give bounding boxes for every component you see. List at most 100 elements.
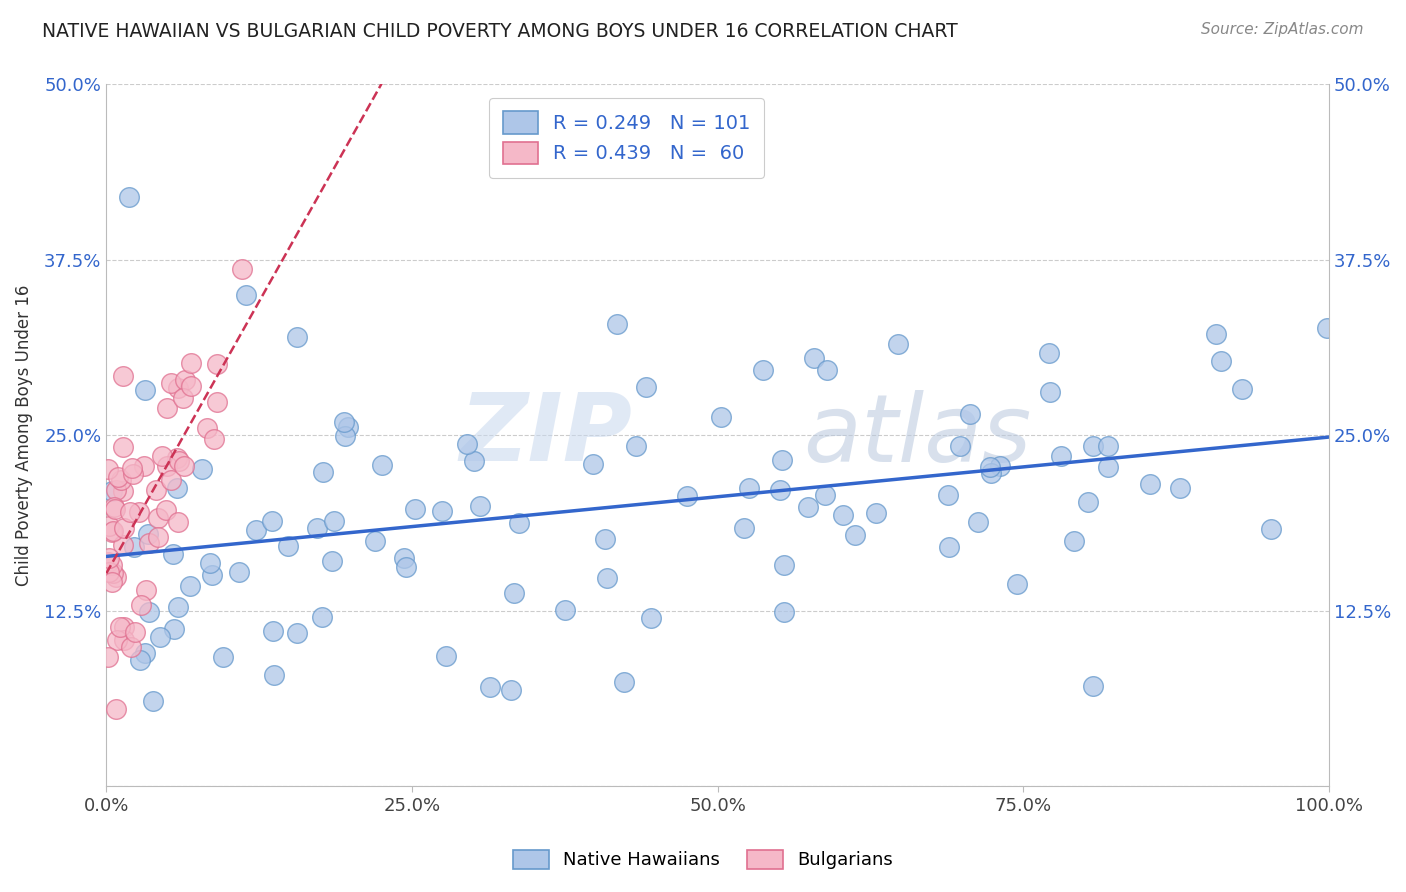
- Point: [262, 624, 284, 639]
- Point: [121, 460, 143, 475]
- Legend: Native Hawaiians, Bulgarians: Native Hawaiians, Bulgarians: [503, 840, 903, 879]
- Point: [131, 598, 153, 612]
- Text: atlas: atlas: [803, 390, 1032, 481]
- Point: [114, 520, 136, 534]
- Point: [97, 555, 120, 569]
- Point: [260, 514, 283, 528]
- Point: [228, 565, 250, 579]
- Point: [117, 190, 139, 204]
- Point: [212, 650, 235, 665]
- Point: [155, 502, 177, 516]
- Point: [112, 632, 135, 647]
- Point: [1050, 449, 1073, 463]
- Point: [100, 575, 122, 590]
- Point: [1139, 477, 1161, 491]
- Point: [844, 528, 866, 542]
- Point: [1316, 321, 1339, 335]
- Point: [107, 470, 129, 484]
- Point: [132, 458, 155, 473]
- Point: [582, 457, 605, 471]
- Point: [959, 407, 981, 421]
- Point: [814, 488, 837, 502]
- Point: [595, 532, 617, 546]
- Point: [98, 551, 121, 566]
- Legend: R = 0.249   N = 101, R = 0.439   N =  60: R = 0.249 N = 101, R = 0.439 N = 60: [489, 97, 763, 178]
- Point: [111, 368, 134, 383]
- Point: [110, 473, 132, 487]
- Point: [1007, 576, 1029, 591]
- Point: [710, 410, 733, 425]
- Point: [97, 650, 120, 665]
- Point: [101, 483, 124, 498]
- Point: [114, 620, 136, 634]
- Point: [191, 461, 214, 475]
- Point: [200, 556, 222, 570]
- Point: [832, 508, 855, 523]
- Point: [104, 570, 127, 584]
- Point: [150, 449, 173, 463]
- Point: [1081, 679, 1104, 693]
- Point: [101, 524, 124, 538]
- Point: [733, 521, 755, 535]
- Point: [142, 694, 165, 708]
- Point: [166, 482, 188, 496]
- Point: [434, 648, 457, 663]
- Point: [135, 582, 157, 597]
- Point: [463, 454, 485, 468]
- Point: [305, 521, 328, 535]
- Point: [167, 516, 190, 530]
- Point: [235, 288, 257, 302]
- Point: [612, 675, 634, 690]
- Point: [120, 640, 142, 655]
- Point: [321, 554, 343, 568]
- Point: [166, 599, 188, 614]
- Point: [404, 501, 426, 516]
- Point: [100, 558, 122, 572]
- Point: [606, 317, 628, 331]
- Point: [311, 466, 333, 480]
- Point: [201, 567, 224, 582]
- Point: [100, 525, 122, 540]
- Point: [160, 473, 183, 487]
- Point: [287, 626, 309, 640]
- Point: [470, 499, 492, 513]
- Point: [499, 683, 522, 698]
- Point: [508, 516, 530, 530]
- Point: [166, 450, 188, 465]
- Point: [136, 527, 159, 541]
- Point: [128, 505, 150, 519]
- Point: [98, 518, 121, 533]
- Point: [1038, 346, 1060, 360]
- Point: [145, 483, 167, 497]
- Point: [104, 501, 127, 516]
- Point: [97, 462, 120, 476]
- Point: [138, 535, 160, 549]
- Point: [1168, 481, 1191, 495]
- Point: [179, 579, 201, 593]
- Point: [815, 363, 838, 377]
- Point: [803, 351, 825, 365]
- Point: [103, 500, 125, 514]
- Point: [1077, 494, 1099, 508]
- Point: [146, 530, 169, 544]
- Text: NATIVE HAWAIIAN VS BULGARIAN CHILD POVERTY AMONG BOYS UNDER 16 CORRELATION CHART: NATIVE HAWAIIAN VS BULGARIAN CHILD POVER…: [42, 22, 957, 41]
- Point: [1230, 382, 1253, 396]
- Point: [554, 603, 576, 617]
- Point: [323, 514, 346, 528]
- Point: [112, 483, 135, 498]
- Point: [98, 565, 121, 579]
- Point: [503, 585, 526, 599]
- Point: [245, 523, 267, 537]
- Point: [395, 560, 418, 574]
- Point: [156, 458, 179, 473]
- Point: [938, 540, 960, 554]
- Point: [773, 558, 796, 573]
- Point: [169, 454, 191, 468]
- Point: [105, 632, 128, 647]
- Point: [772, 605, 794, 619]
- Point: [231, 261, 253, 276]
- Text: Source: ZipAtlas.com: Source: ZipAtlas.com: [1201, 22, 1364, 37]
- Point: [166, 381, 188, 395]
- Point: [202, 433, 225, 447]
- Point: [207, 394, 229, 409]
